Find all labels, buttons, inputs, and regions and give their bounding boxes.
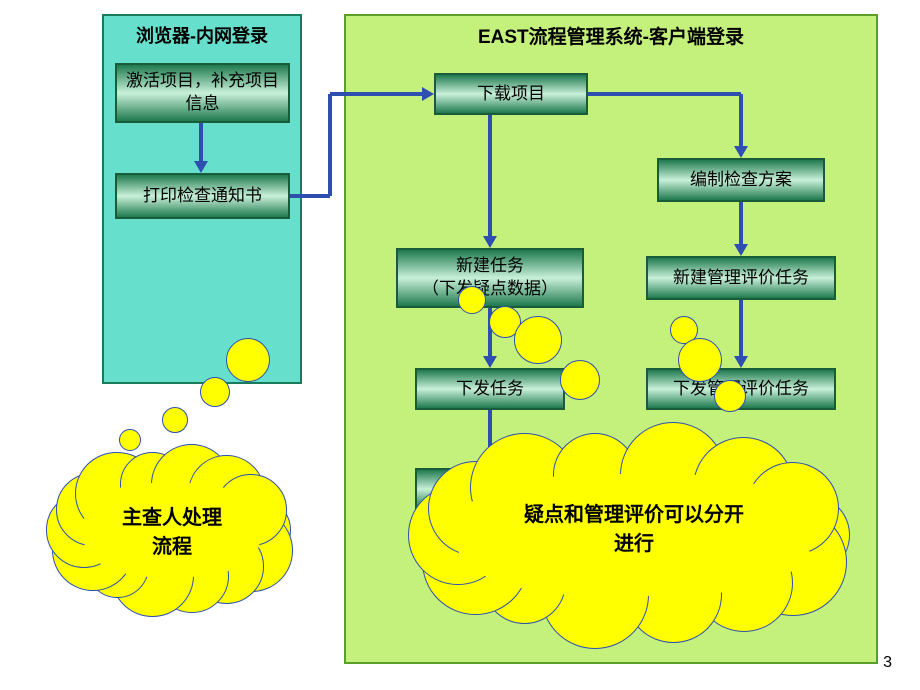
node-newtask: 新建任务（下发疑点数据） (396, 248, 584, 308)
node-download: 下载项目 (434, 73, 588, 115)
node-print: 打印检查通知书 (115, 173, 290, 219)
thought-bubble (119, 429, 141, 451)
right-panel-title: EAST流程管理系统-客户端登录 (346, 16, 876, 53)
thought-bubble (200, 377, 230, 407)
node-newmgmt: 新建管理评价任务 (646, 256, 836, 300)
thought-bubble (458, 286, 486, 314)
thought-bubble (678, 338, 722, 382)
page-number: 3 (883, 654, 892, 672)
thought-bubble (514, 316, 562, 364)
cloud-right: 疑点和管理评价可以分开进行 (414, 450, 854, 620)
left-panel-title: 浏览器-内网登录 (104, 16, 300, 52)
cloud-left: 主查人处理流程 (62, 465, 282, 595)
node-sendtask: 下发任务 (415, 368, 565, 410)
cloud-right-text: 疑点和管理评价可以分开进行 (414, 501, 854, 559)
thought-bubble (714, 380, 746, 412)
thought-bubble (162, 407, 188, 433)
thought-bubble (560, 360, 600, 400)
thought-bubble (226, 338, 270, 382)
cloud-left-text: 主查人处理流程 (62, 504, 282, 562)
node-activate: 激活项目，补充项目信息 (115, 63, 290, 123)
node-plan: 编制检查方案 (657, 158, 825, 202)
